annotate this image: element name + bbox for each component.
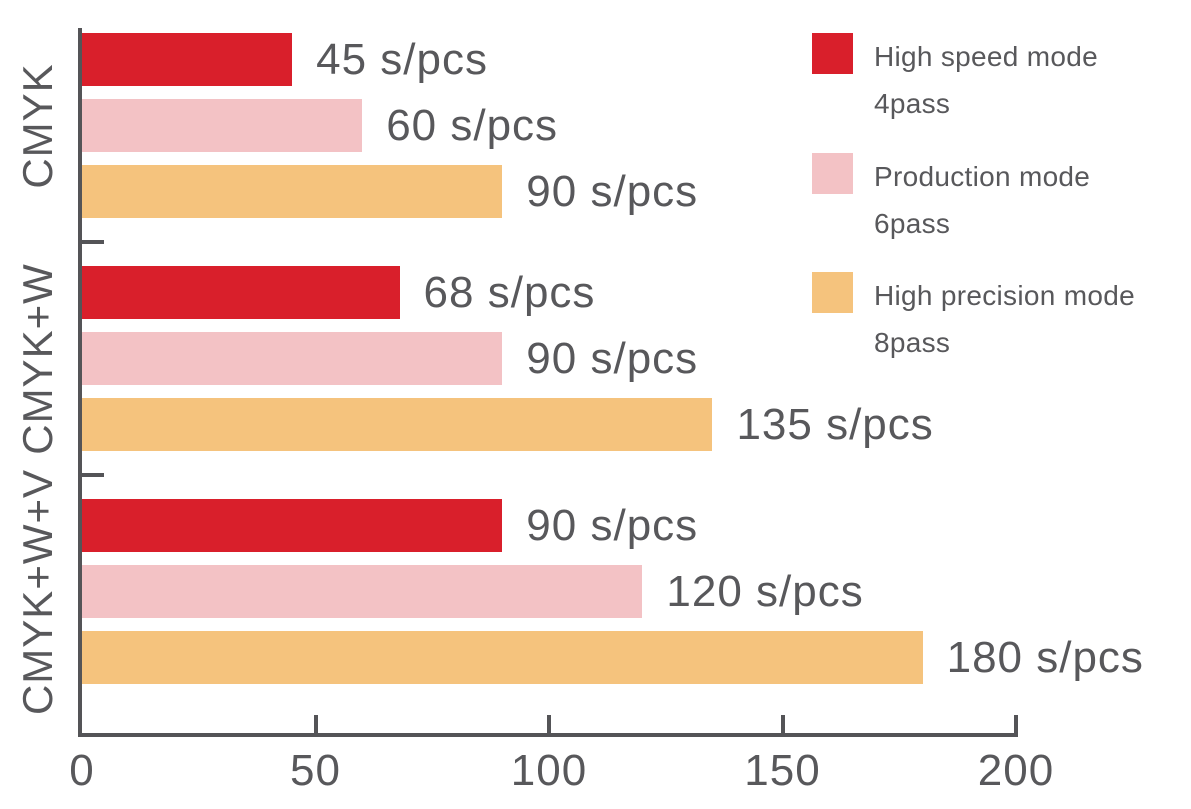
bar-cmyk+w+v-6pass bbox=[82, 565, 643, 618]
legend-swatch-6pass bbox=[812, 153, 853, 194]
category-label: CMYK+W+V bbox=[14, 468, 61, 715]
bar-cmyk+w-4pass bbox=[82, 266, 400, 319]
bar-value-label: 60 s/pcs bbox=[386, 100, 559, 150]
x-tick bbox=[313, 715, 318, 733]
y-axis-group-tick bbox=[78, 240, 104, 244]
bar-cmyk+w-8pass bbox=[82, 398, 713, 451]
x-tick bbox=[780, 715, 785, 733]
legend-label-4pass: High speed mode 4pass bbox=[874, 41, 1098, 119]
bar-cmyk+w-6pass bbox=[82, 332, 503, 385]
bar-cmyk-4pass bbox=[82, 33, 293, 86]
x-tick-label: 100 bbox=[510, 746, 588, 795]
x-tick-label: 150 bbox=[744, 746, 821, 795]
legend-swatch-8pass bbox=[812, 272, 853, 313]
bar-value-label: 45 s/pcs bbox=[316, 34, 489, 84]
x-tick bbox=[1014, 715, 1018, 733]
y-axis bbox=[78, 28, 82, 737]
bar-cmyk-8pass bbox=[82, 165, 503, 218]
legend-swatch-4pass bbox=[812, 33, 853, 74]
x-tick-label: 200 bbox=[977, 746, 1055, 795]
bar-value-label: 180 s/pcs bbox=[946, 632, 1144, 682]
bar-value-label: 120 s/pcs bbox=[666, 566, 864, 616]
bar-value-label: 90 s/pcs bbox=[526, 500, 699, 550]
x-axis bbox=[78, 733, 1018, 737]
category-label: CMYK+W bbox=[14, 262, 61, 455]
legend-label-8pass: High precision mode 8pass bbox=[874, 280, 1135, 358]
bar-value-label: 135 s/pcs bbox=[736, 399, 934, 449]
bar-cmyk+w+v-4pass bbox=[82, 499, 503, 552]
y-axis-group-tick bbox=[78, 473, 104, 477]
x-tick-label: 0 bbox=[69, 746, 95, 795]
bar-value-label: 90 s/pcs bbox=[526, 333, 699, 383]
bar-value-label: 68 s/pcs bbox=[423, 267, 596, 317]
x-tick-label: 50 bbox=[290, 746, 341, 795]
x-tick bbox=[547, 715, 551, 733]
bar-cmyk-6pass bbox=[82, 99, 363, 152]
bar-value-label: 90 s/pcs bbox=[526, 166, 699, 216]
legend-label-6pass: Production mode 6pass bbox=[874, 161, 1091, 239]
bar-cmyk+w+v-8pass bbox=[82, 631, 923, 684]
category-label: CMYK bbox=[14, 62, 61, 189]
